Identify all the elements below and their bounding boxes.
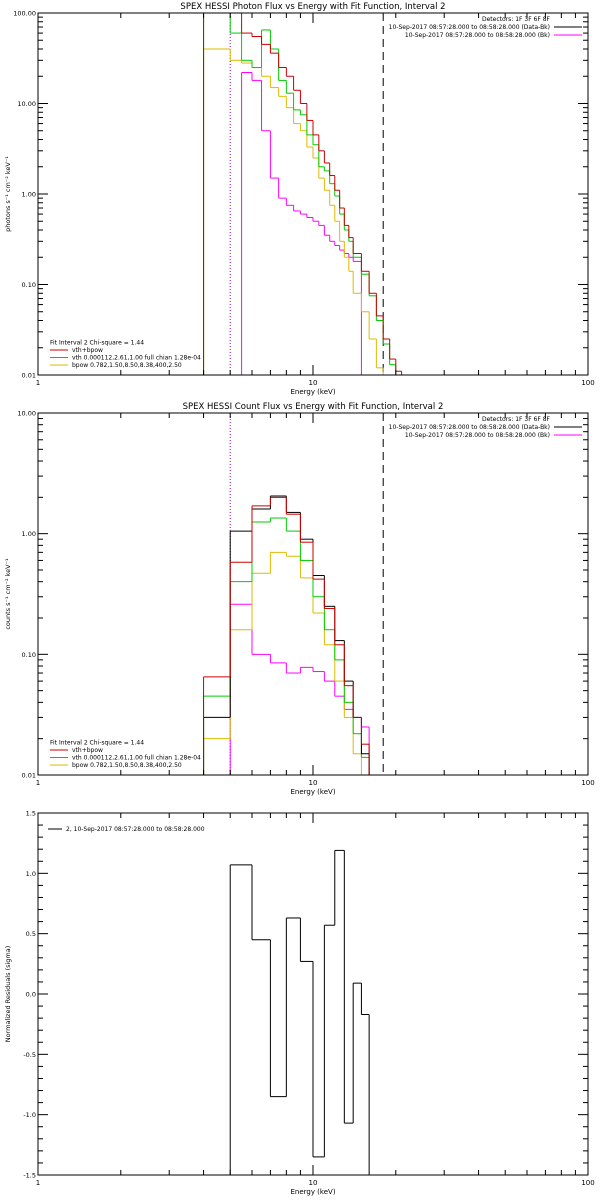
legend-entry: 2, 10-Sep-2017 08:57:28.000 to 08:58:28.… bbox=[66, 826, 205, 833]
legend-entry: Detectors: 1F 3F 6F 8F bbox=[482, 416, 551, 423]
series-bk bbox=[241, 72, 362, 375]
series-bpow bbox=[203, 48, 413, 375]
legend-entry: Detectors: 1F 3F 6F 8F bbox=[482, 16, 551, 23]
x-tick-label: 100 bbox=[581, 1179, 594, 1187]
y-tick-label: -0.5 bbox=[23, 1051, 36, 1059]
y-tick-label: 1.00 bbox=[22, 191, 36, 199]
y-tick-label: 1.5 bbox=[26, 810, 36, 818]
y-tick-label: 1.00 bbox=[22, 530, 36, 538]
legend-entry: Fit Interval 2 Chi-square = 1.44 bbox=[50, 340, 144, 347]
y-tick-label: 0.10 bbox=[22, 651, 36, 659]
y-tick-label: 10.00 bbox=[17, 410, 36, 418]
legend-entry: vth 0.000112,2.61,1.00 full chian 1.28e-… bbox=[72, 755, 201, 762]
chart-title: SPEX HESSI Count Flux vs Energy with Fit… bbox=[183, 402, 444, 412]
plot-frame bbox=[37, 12, 589, 376]
x-tick-label: 1 bbox=[36, 1179, 40, 1187]
series-total bbox=[203, 496, 384, 775]
x-tick-label: 10 bbox=[309, 779, 318, 787]
series-total bbox=[203, 13, 413, 375]
x-axis-label: Energy (keV) bbox=[290, 388, 335, 396]
series-data bbox=[229, 849, 370, 1175]
legend-entry: bpow 0.782,1.50,8.50,8.38,400,2.50 bbox=[72, 362, 182, 369]
x-axis-label: Energy (keV) bbox=[290, 788, 335, 796]
legend-entry: vth+bpow bbox=[72, 347, 103, 354]
x-tick-label: 1 bbox=[36, 779, 40, 787]
y-tick-label: -1.5 bbox=[23, 1172, 36, 1180]
legend-entry: bpow 0.782,1.50,8.50,8.38,400,2.50 bbox=[72, 762, 182, 769]
legend-entry: 10-Sep-2017 08:57:28.000 to 08:58:28.000… bbox=[389, 24, 550, 31]
legend-entry: 10-Sep-2017 08:57:28.000 to 08:58:28.000… bbox=[405, 432, 550, 439]
legend-entry: vth 0.000112,2.61,1.00 full chian 1.28e-… bbox=[72, 355, 201, 362]
legend-entry: vth+bpow bbox=[72, 747, 103, 754]
y-axis-label: Normalized Residuals (sigma) bbox=[4, 946, 12, 1043]
y-tick-label: 0.5 bbox=[26, 930, 36, 938]
x-tick-label: 100 bbox=[581, 379, 594, 387]
x-tick-label: 10 bbox=[309, 1179, 318, 1187]
y-axis-label: counts s⁻¹ cm⁻² keV⁻¹ bbox=[4, 558, 12, 630]
legend-entry: 10-Sep-2017 08:57:28.000 to 08:58:28.000… bbox=[389, 424, 550, 431]
x-tick-label: 100 bbox=[581, 779, 594, 787]
y-axis-label: photons s⁻¹ cm⁻² keV⁻¹ bbox=[4, 156, 12, 232]
chart-title: SPEX HESSI Photon Flux vs Energy with Fi… bbox=[180, 2, 445, 12]
legend-entry: Fit Interval 2 Chi-square = 1.44 bbox=[50, 740, 144, 747]
x-tick-label: 10 bbox=[309, 379, 318, 387]
y-tick-label: 1.0 bbox=[26, 870, 36, 878]
chart-panel-3: 1 10 100 -1.5 -1.0 -0.5 0.0 0.5 1.0 1.5 Energy (ke… bbox=[4, 810, 595, 1197]
y-tick-label: 0.01 bbox=[22, 772, 36, 780]
chart-panel-1: SPEX HESSI Photon Flux vs Energy with Fi… bbox=[4, 2, 595, 396]
y-tick-label: -1.0 bbox=[23, 1111, 36, 1119]
y-tick-label: 10.00 bbox=[17, 100, 36, 108]
chart-panel-2: SPEX HESSI Count Flux vs Energy with Fit… bbox=[4, 402, 595, 796]
y-tick-label: 0.01 bbox=[22, 372, 36, 380]
y-tick-label: 0.0 bbox=[26, 991, 36, 999]
series-vth bbox=[203, 13, 413, 375]
x-tick-label: 1 bbox=[36, 379, 40, 387]
y-tick-label: 0.10 bbox=[22, 281, 36, 289]
x-axis-label: Energy (keV) bbox=[290, 1188, 335, 1196]
y-tick-label: 100.00 bbox=[13, 10, 36, 18]
legend-entry: 10-Sep-2017 08:57:28.000 to 08:58:28.000… bbox=[405, 32, 550, 39]
